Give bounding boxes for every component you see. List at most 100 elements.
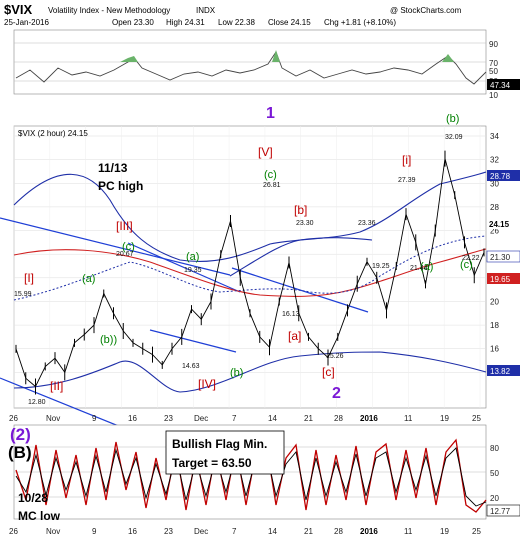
wave-IV: [IV] (198, 377, 216, 391)
price-tick: 32 (490, 156, 499, 165)
x-tick: 19 (440, 527, 449, 536)
x-tick: 2016 (360, 527, 378, 536)
short-ma-line (13, 235, 487, 301)
upper-trendline (0, 217, 231, 276)
wave-g-c: (c) (122, 241, 135, 253)
wave-2: 2 (332, 385, 341, 402)
wave-g-b2: (b) (230, 367, 243, 379)
flag-note-box (165, 430, 285, 475)
price-tick: 26 (490, 227, 499, 236)
x-tick: 14 (268, 527, 277, 536)
x-tick: 16 (128, 527, 137, 536)
change-value: Chg +1.81 (+8.10%) (324, 18, 396, 27)
price-label: 19.25 (372, 263, 390, 270)
rsi-tick-90: 90 (489, 40, 498, 49)
x-tick: 28 (334, 527, 343, 536)
price-label: 20.67 (116, 251, 134, 258)
x-tick: 19 (440, 414, 449, 423)
stoch-tick-80: 80 (490, 444, 499, 453)
flag-note-line1: Bullish Flag Min. (172, 437, 267, 451)
middle-band-line (229, 237, 373, 277)
price-label: 21.44 (410, 265, 428, 272)
mc-low-label: MC low (18, 509, 61, 523)
price-tick: 34 (490, 132, 499, 141)
x-tick: 7 (232, 414, 237, 423)
stoch-d-line (15, 447, 487, 507)
wave-1: 1 (266, 105, 275, 122)
wave-g-a2: (a) (186, 251, 199, 263)
x-tick: 14 (268, 414, 277, 423)
long-ma-line (13, 248, 487, 297)
symbol-title: $VIX (4, 2, 33, 17)
price-label: 19.35 (184, 267, 202, 274)
rsi-tick-50: 50 (489, 67, 498, 76)
wave-paren-B: (B) (8, 443, 32, 462)
wave-g-c3: (c) (460, 259, 473, 271)
wave-g-b: (b)) (100, 334, 117, 346)
wave-paren-2: (2) (10, 425, 31, 444)
x-tick: 16 (128, 414, 137, 423)
wave-c: [c] (322, 365, 335, 379)
high-value: High 24.31 (166, 18, 205, 27)
x-tick: 9 (92, 527, 97, 536)
price-label: 12.80 (28, 399, 46, 406)
wave-a: [a] (288, 329, 301, 343)
x-tick: 25 (472, 414, 481, 423)
wave-III: [III] (116, 219, 133, 233)
wave-V: [V] (258, 145, 273, 159)
x-tick: Nov (46, 414, 60, 423)
pc-high-label: PC high (98, 179, 143, 193)
index-name: Volatility Index - New Methodology (48, 6, 170, 15)
wave-b: [b] (294, 203, 307, 217)
price-line (15, 158, 485, 388)
x-tick: Dec (194, 414, 208, 423)
low-value: Low 22.38 (218, 18, 255, 27)
x-tick: 21 (304, 527, 313, 536)
x-axis-stoch: 26 Nov 9 16 23 Dec 7 14 21 28 2016 11 19… (9, 527, 481, 536)
price-label: 15.26 (326, 353, 344, 360)
rsi-value: 47.34 (490, 81, 511, 90)
time-gridlines (13, 126, 481, 408)
rsi-tick-10: 10 (489, 91, 498, 100)
stochastic-panel: 80 50 20 12.77 (2) (B) 10/28 MC low Bull… (8, 424, 520, 523)
price-label: 22.22 (462, 255, 480, 262)
flag-note-line2: Target = 63.50 (172, 456, 252, 470)
rsi-tick-70: 70 (489, 59, 498, 68)
close-value: Close 24.15 (268, 18, 311, 27)
x-tick: 23 (164, 414, 173, 423)
short-ma-value: 21.30 (490, 253, 511, 262)
wave-g-c2: (c) (264, 169, 277, 181)
x-axis-main: 26 Nov 9 16 23 Dec 7 14 21 28 2016 11 19… (9, 414, 481, 423)
price-label: 32.09 (445, 134, 463, 141)
rsi-panel: 90 70 50 30 10 47.34 (13, 29, 520, 100)
copyright: @ StockCharts.com (390, 6, 462, 15)
x-tick: 25 (472, 527, 481, 536)
x-tick: 28 (334, 414, 343, 423)
x-tick: 7 (232, 527, 237, 536)
wave-g-b3: (b) (446, 113, 459, 125)
price-series (15, 150, 485, 395)
pc-high-date: 11/13 (98, 161, 128, 175)
stoch-value: 12.77 (490, 507, 511, 516)
x-tick: 26 (9, 414, 18, 423)
last-price-value: 24.15 (489, 220, 510, 229)
price-tick: 16 (490, 345, 499, 354)
wave-g-a3: (a) (420, 261, 433, 273)
flag-upper-line (127, 242, 241, 293)
wave-I: [I] (24, 271, 34, 285)
wave-g-a: (a) (82, 273, 95, 285)
x-tick: 21 (304, 414, 313, 423)
price-panel: 3432302826242220181614 $VIX (2 hour) 24.… (0, 105, 520, 447)
open-value: Open 23.30 (112, 18, 154, 27)
x-tick: 23 (164, 527, 173, 536)
price-tick: 30 (490, 179, 499, 188)
x-tick: Dec (194, 527, 208, 536)
price-tick: 20 (490, 297, 499, 306)
upper-band-value: 28.78 (490, 172, 511, 181)
price-label: 27.39 (398, 177, 416, 184)
price-labels: 15.99 12.80 20.67 19.35 14.63 26.81 23.3… (14, 134, 480, 406)
x-tick: 11 (404, 414, 413, 423)
wave-II: [II] (50, 379, 63, 393)
x-tick: 9 (92, 414, 97, 423)
